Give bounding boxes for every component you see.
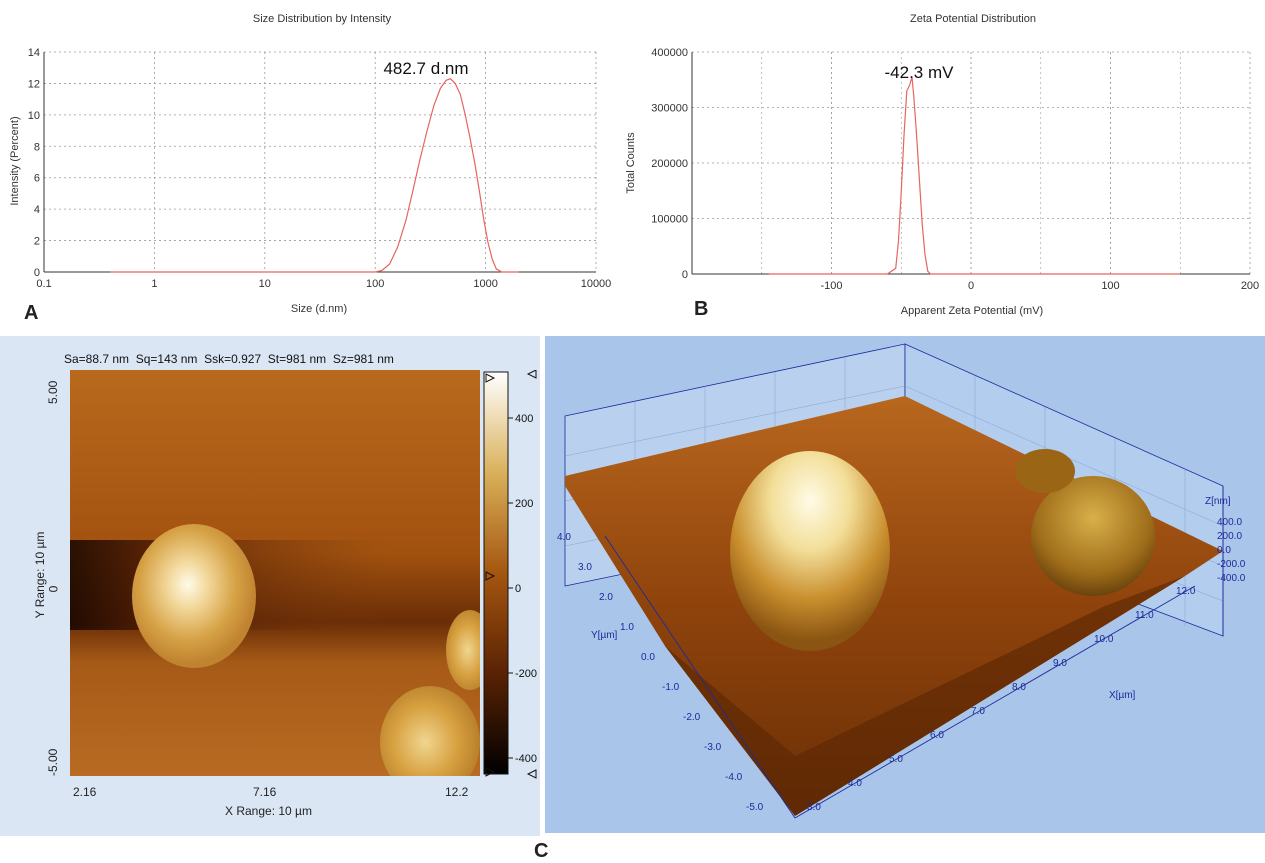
y-tick-label: -5.0	[746, 802, 764, 813]
size-y-axis-label: Intensity (Percent)	[9, 116, 21, 205]
afm-2d-height-map	[70, 370, 480, 776]
size-y-tick-label: 10	[28, 110, 40, 122]
zeta-x-axis-label: Apparent Zeta Potential (mV)	[901, 305, 1043, 317]
afm-x-tick-mid: 7.16	[253, 785, 277, 799]
colorbar-tick-label: -400	[515, 753, 537, 765]
panel-label-a: A	[24, 302, 39, 324]
afm-2d-panel: Sa=88.7 nm Sq=143 nm Ssk=0.927 St=981 nm…	[0, 336, 540, 836]
colorbar-tick-label: -200	[515, 668, 537, 680]
zeta-y-tick-label: 100000	[651, 214, 688, 226]
colorbar-tick-label: 0	[515, 583, 521, 595]
y-axis-label: Y[µm]	[591, 630, 618, 641]
x-tick-label: 10.0	[1094, 634, 1114, 645]
size-y-tick-label: 0	[34, 267, 40, 279]
x-tick-label: 6.0	[930, 730, 944, 741]
x-axis-label: X[µm]	[1109, 690, 1136, 701]
zeta-x-tick-label: -100	[820, 280, 842, 292]
colorbar-tick-label: 200	[515, 498, 533, 510]
x-tick-label: 8.0	[1012, 682, 1026, 693]
size-y-tick-label: 4	[34, 204, 40, 216]
z-tick-label: -200.0	[1217, 559, 1246, 570]
zeta-potential-chart: -100 0 100 200 0 100000 200000 300000 400000 -42…	[625, 47, 1259, 317]
x-tick-label: 9.0	[1053, 658, 1067, 669]
colorbar-tick-label: 400	[515, 413, 533, 425]
afm-3d-surface-plot: Z[nm] 400.0 200.0 0.0 -200.0 -400.0 Y[µm] 4.0 3.…	[557, 343, 1246, 819]
zeta-peak-annotation: -42.3 mV	[885, 63, 955, 82]
zeta-x-tick-label: 0	[968, 280, 974, 292]
size-x-axis-label: Size (d.nm)	[291, 303, 347, 315]
y-tick-label: 1.0	[620, 622, 634, 633]
zeta-y-tick-label: 200000	[651, 158, 688, 170]
y-tick-label: 4.0	[557, 532, 571, 543]
x-tick-label: 4.0	[848, 778, 862, 789]
size-y-tick-label: 12	[28, 78, 40, 90]
size-y-tick-label: 2	[34, 236, 40, 248]
zeta-y-axis-label: Total Counts	[625, 132, 637, 194]
zeta-x-tick-label: 100	[1101, 280, 1119, 292]
y-tick-label: 0.0	[641, 652, 655, 663]
size-x-tick-label: 1000	[473, 278, 497, 290]
zeta-y-tick-label: 300000	[651, 103, 688, 115]
z-tick-label: 200.0	[1217, 531, 1242, 542]
zeta-y-tick-label: 0	[682, 269, 688, 281]
zeta-chart-title: Zeta Potential Distribution	[910, 13, 1036, 25]
afm-3d-panel: Z[nm] 400.0 200.0 0.0 -200.0 -400.0 Y[µm] 4.0 3.…	[545, 336, 1265, 833]
afm-x-tick-right: 12.2	[445, 785, 469, 799]
afm-x-range-label: X Range: 10 µm	[225, 804, 312, 818]
afm-roughness-stats: Sa=88.7 nm Sq=143 nm Ssk=0.927 St=981 nm…	[64, 352, 394, 366]
x-tick-label: 7.0	[971, 706, 985, 717]
y-tick-label: -4.0	[725, 772, 743, 783]
zeta-y-tick-label: 400000	[651, 47, 688, 59]
afm-y-range-label: Y Range: 10 µm	[33, 531, 47, 619]
size-x-tick-label: 10000	[581, 278, 612, 290]
z-tick-label: 400.0	[1217, 517, 1242, 528]
y-tick-label: -2.0	[683, 712, 701, 723]
size-y-tick-label: 6	[34, 173, 40, 185]
size-chart-title: Size Distribution by Intensity	[252, 13, 392, 25]
y-tick-label: 2.0	[599, 592, 613, 603]
size-x-tick-label: 100	[366, 278, 384, 290]
afm-y-tick-mid: 0	[46, 585, 61, 593]
y-tick-label: -1.0	[662, 682, 680, 693]
afm-y-tick-top: 5.00	[46, 380, 60, 404]
zeta-series-line	[768, 76, 1181, 275]
x-tick-label: 12.0	[1176, 586, 1196, 597]
size-peak-annotation: 482.7 d.nm	[383, 59, 468, 78]
size-y-tick-label: 8	[34, 141, 40, 153]
afm-x-tick-left: 2.16	[73, 785, 97, 799]
afm-colorbar: 400 200 0 -200 -400	[483, 370, 537, 779]
x-tick-label: 11.0	[1135, 610, 1154, 621]
size-series-line	[110, 78, 519, 273]
size-x-tick-label: 10	[259, 278, 271, 290]
size-x-tick-label: 0.1	[36, 278, 51, 290]
y-tick-label: 3.0	[578, 562, 592, 573]
size-x-tick-label: 1	[151, 278, 157, 290]
z-tick-label: -400.0	[1217, 573, 1246, 584]
y-tick-label: -3.0	[704, 742, 722, 753]
panel-label-c: C	[534, 840, 549, 862]
x-tick-label: 5.0	[889, 754, 903, 765]
panel-label-b: B	[694, 298, 709, 320]
z-axis-label: Z[nm]	[1205, 496, 1231, 507]
size-y-tick-label: 14	[28, 47, 40, 59]
z-tick-label: 0.0	[1217, 545, 1231, 556]
x-tick-label: 3.0	[807, 802, 821, 813]
afm-y-tick-bottom: -5.00	[46, 748, 60, 776]
zeta-x-tick-label: 200	[1241, 280, 1259, 292]
size-distribution-chart: 0.1 1 10 100 1000 10000 0 2 4 6 8 10 12 14 482.7 d.nm…	[9, 47, 612, 315]
